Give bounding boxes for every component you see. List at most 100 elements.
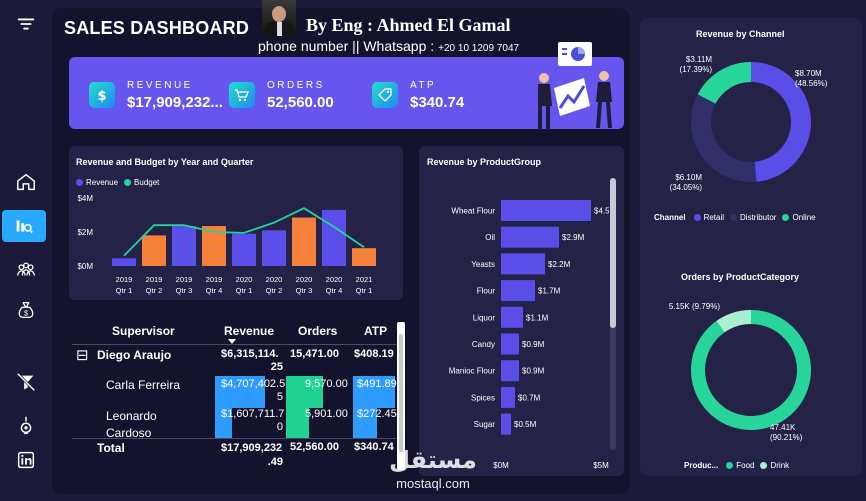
legend-distributor-label: Distributor: [740, 213, 777, 222]
category-label: Oil: [485, 233, 495, 242]
category-label: Yeasts: [471, 260, 495, 269]
group-revenue-line2: 25: [270, 361, 283, 373]
channel-donut: $8.70M(48.56%) $6.10M(34.05%) $3.11M(17.39…: [670, 55, 828, 192]
money-bag-icon[interactable]: $: [8, 294, 44, 326]
row-1-revenue-line1: $4,707,402.5: [221, 378, 286, 390]
team-icon[interactable]: [8, 254, 44, 286]
total-revenue-line2: .49: [267, 456, 283, 468]
donut-slice: [691, 310, 811, 430]
row-1-revenue-line2: 5: [276, 391, 283, 403]
row-1-atp: $491.89: [357, 378, 397, 390]
slice-pct-label: (48.56%): [795, 79, 828, 88]
illustration-line-b: [562, 53, 567, 55]
x-tick-year: 2019: [206, 275, 223, 284]
kpi-revenue: $ REVENUE $17,909,232...: [89, 77, 223, 113]
value-label: $4.5M: [594, 207, 609, 216]
x-tick-quarter: Qtr 1: [116, 286, 133, 295]
legend-online-dot: [782, 214, 790, 221]
slice-pct-label: (17.39%): [680, 65, 713, 74]
product-group-scrollbar[interactable]: [610, 178, 616, 450]
group-atp: $408.19: [354, 348, 394, 360]
category-label: Sugar: [474, 420, 496, 429]
x-tick-quarter: Qtr 4: [206, 286, 223, 295]
illustration-person-a-body: [538, 84, 552, 106]
x-tick-quarter: Qtr 3: [176, 286, 193, 295]
row-name-2-line1: Leonardo: [106, 409, 157, 423]
legend-distributor-dot: [730, 214, 738, 221]
x-tick-year: 2021: [356, 275, 373, 284]
page-title: SALES DASHBOARD: [64, 18, 250, 38]
channel-legend-title: Channel: [654, 213, 686, 222]
row-name-2-line2: Cardoso: [106, 426, 152, 440]
value-label: $2.9M: [562, 233, 585, 242]
author-byline: By Eng : Ahmed El Gamal: [306, 15, 511, 35]
col-header-supervisor[interactable]: Supervisor: [112, 324, 175, 338]
col-header-revenue[interactable]: Revenue: [224, 324, 275, 338]
menu-icon[interactable]: [8, 8, 44, 40]
x-tick-year: 2019: [116, 275, 133, 284]
collapse-group-icon[interactable]: ⊟: [76, 347, 89, 364]
product-group-chart: Wheat Flour $4.5M Oil $2.9M Yeasts $2.2M Flour…: [449, 200, 609, 470]
col-header-atp[interactable]: ATP: [364, 324, 388, 338]
phone-label: phone number || Whatsapp :: [258, 38, 435, 54]
value-label: $0.5M: [514, 420, 537, 429]
revenue-bar: [112, 258, 136, 266]
legend-drink-dot: [760, 462, 768, 469]
category-label: Wheat Flour: [451, 207, 495, 216]
group-revenue: $6,315,114. 25: [221, 348, 283, 374]
dollar-icon: $: [89, 82, 115, 108]
phone-line: phone number || Whatsapp : +20 10 1209 70…: [258, 38, 519, 54]
phone-number: +20 10 1209 7047: [438, 43, 520, 54]
value-label: $0.9M: [522, 367, 545, 376]
revenue-budget-title: Revenue and Budget by Year and Quarter: [76, 157, 254, 167]
tag-icon: [372, 82, 398, 108]
product-bar: [501, 226, 559, 248]
linkedin-icon[interactable]: [8, 444, 44, 476]
category-label: Candy: [472, 340, 495, 349]
row-1-revenue: $4,707,402.5 5: [221, 378, 285, 404]
legend-retail-label: Retail: [703, 213, 725, 222]
col-header-orders[interactable]: Orders: [298, 324, 338, 338]
revenue-bar: [172, 226, 196, 266]
right-column: [640, 18, 862, 476]
x-tick-year: 2019: [176, 275, 193, 284]
row-name-2: Leonardo Cardoso: [106, 408, 157, 442]
legend-budget-dot: [124, 179, 132, 186]
donut-slice: [716, 310, 751, 333]
x-tick-quarter: Qtr 2: [266, 286, 283, 295]
sidebar: $: [0, 0, 52, 501]
product-bar: [501, 306, 523, 328]
x-tick-quarter: Qtr 4: [326, 286, 343, 295]
group-revenue-line1: $6,315,114.: [221, 348, 279, 360]
product-group-scroll-thumb[interactable]: [610, 178, 616, 328]
revenue-bar: [292, 217, 316, 266]
group-name: Diego Araujo: [97, 348, 172, 362]
x-tick-quarter: Qtr 1: [236, 286, 253, 295]
legend-revenue-label: Revenue: [86, 178, 119, 187]
kpi-atp: ATP $340.74: [372, 77, 464, 113]
watermark-arabic: مستقل: [389, 447, 477, 474]
author-shirt: [277, 22, 282, 36]
bulb-icon[interactable]: [8, 410, 44, 442]
home-icon[interactable]: [8, 166, 44, 198]
revenue-bar: [322, 209, 346, 266]
x-tick-year: 2020: [266, 275, 283, 284]
group-orders: 15,471.00: [290, 348, 339, 360]
total-atp: $340.74: [354, 441, 394, 453]
row-1-revenue-bar: [215, 376, 265, 408]
slice-pct-label: (34.05%): [670, 183, 703, 192]
illustration-line-a: [562, 48, 567, 50]
x-tick-year: 2020: [296, 275, 313, 284]
x-tick-year: 2019: [146, 275, 163, 284]
x-tick-year: 2020: [236, 275, 253, 284]
slice-pct-label: (90.21%): [770, 433, 803, 442]
table-total-divider: [72, 438, 396, 439]
category-label: Manioc Flour: [449, 367, 496, 376]
table-scroll-thumb[interactable]: [399, 334, 403, 452]
filter-clear-icon[interactable]: [8, 366, 44, 398]
sort-desc-icon[interactable]: [228, 339, 236, 344]
analytics-icon[interactable]: [2, 210, 46, 242]
value-label: $0.7M: [518, 393, 541, 402]
revenue-budget-legend: Revenue Budget: [76, 178, 159, 187]
donut-slice: [697, 62, 751, 104]
